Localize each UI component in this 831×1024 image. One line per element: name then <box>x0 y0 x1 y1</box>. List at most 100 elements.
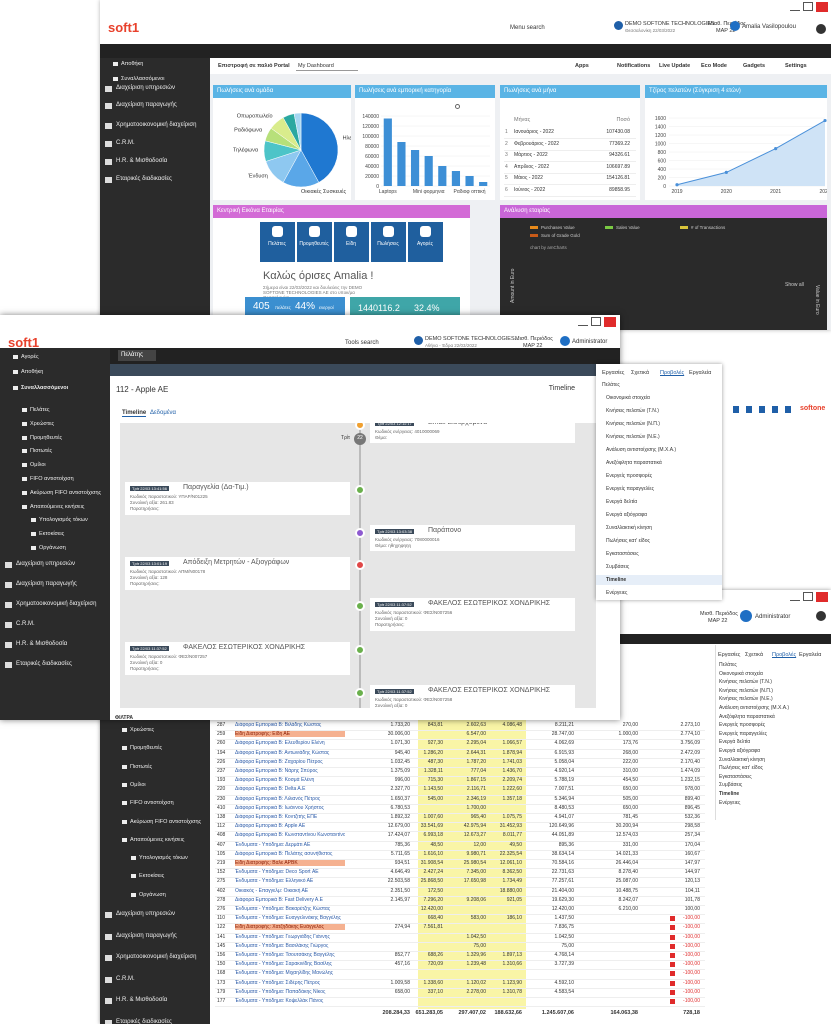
menu-item[interactable]: C.R.M. <box>116 140 135 146</box>
toolbar-link[interactable]: Settings <box>785 63 807 69</box>
menu-item[interactable]: Συναλλασσόμενοι <box>21 385 69 391</box>
menu-item[interactable]: C.R.M. <box>16 621 35 627</box>
panel-tab[interactable]: Προβολές <box>772 652 797 658</box>
menu-item[interactable]: Χρηματοοικονομική διαχείριση <box>16 601 97 607</box>
menu-item[interactable]: H.R. & Μισθοδοσία <box>116 997 168 1003</box>
menu-item[interactable]: Χρηματοοικονομική διαχείριση <box>116 954 197 960</box>
panel-item[interactable]: Κινήσεις πελατών (T.N.) <box>606 408 659 414</box>
panel-item[interactable]: Ενεργά δελτία <box>606 499 638 505</box>
panel-item[interactable]: Συμβάσεις <box>606 564 630 570</box>
panel-tab[interactable]: Προβολές <box>660 370 685 376</box>
menu-item[interactable]: FIFO αντιστοίχιση <box>130 800 174 807</box>
panel-item[interactable]: Οικονομικά στοιχεία <box>719 670 763 677</box>
panel-tab[interactable]: Εργασίες <box>602 370 625 376</box>
event-card[interactable]: Τρίτ 22/03 13:01:19 Απόδειξη Μετρητών - Α… <box>125 557 350 590</box>
menu-item[interactable]: C.R.M. <box>116 975 135 982</box>
toolbar-link[interactable]: Eco Mode <box>701 63 727 69</box>
panel-item[interactable]: Timeline <box>606 577 627 583</box>
menu-item[interactable]: H.R. & Μισθοδοσία <box>116 158 168 164</box>
panel-item[interactable]: Ανάλυση αντιστοίχισης (M.X.A.) <box>719 705 790 711</box>
panel-item[interactable]: Ενεργά δελτία <box>719 739 751 746</box>
dashboard-select[interactable] <box>296 60 358 71</box>
minimize-button[interactable] <box>578 317 588 326</box>
menu-item[interactable]: Συναλλασσόμενοι <box>121 76 165 82</box>
panel-item[interactable]: Ενεργείς προσφορές <box>606 473 653 479</box>
menu-item[interactable]: Εταιρικές διαδικασίες <box>16 661 72 667</box>
menu-item[interactable]: Αποθήκη <box>21 369 44 375</box>
menu-item[interactable]: Προμηθευτές <box>130 745 163 752</box>
maximize-button[interactable] <box>803 2 813 11</box>
panel-item[interactable]: Ανεξόφλητα παραστατικά <box>606 460 662 466</box>
panel-item[interactable]: Ενεργείς προσφορές <box>719 722 766 729</box>
view-tab[interactable]: Timeline <box>122 410 147 417</box>
close-button[interactable] <box>604 317 616 327</box>
menu-item[interactable]: Προμηθευτές <box>30 434 63 441</box>
event-card[interactable]: Τρίτ 22/03 13:41:56 Παραγγελία (Δα-Τιμ.) Κ… <box>125 482 350 515</box>
panel-item[interactable]: Ενεργά αξιόγραφα <box>719 748 761 754</box>
panel-item[interactable]: Εγκαταστάσεις <box>606 551 639 557</box>
menu-item[interactable]: Πελάτες <box>30 407 50 413</box>
menu-item[interactable]: Απαιτούμενες κινήσεις <box>30 503 85 510</box>
menu-item[interactable]: Ακύρωση FIFO αντιστοίχισης <box>30 489 102 496</box>
menu-item[interactable]: Διαχείριση παραγωγής <box>16 581 77 587</box>
panel-item[interactable]: Ανάλυση αντιστοίχισης (M.X.A.) <box>606 447 677 453</box>
portal-link[interactable]: Επιστροφή σε παλιό Portal <box>218 63 290 69</box>
menu-item[interactable]: Εκτοκίσεις <box>39 530 65 537</box>
panel-tab[interactable]: Εργαλεία <box>689 370 712 376</box>
menu-item[interactable]: Αποθήκη <box>121 61 144 67</box>
panel-item[interactable]: Ανεξόφλητα παραστατικά <box>719 713 775 720</box>
toolbar-link[interactable]: Live Update <box>659 63 691 69</box>
panel-item[interactable]: Κινήσεις πελατών (N.E.) <box>719 696 773 703</box>
panel-item[interactable]: Timeline <box>719 791 740 797</box>
menu-item[interactable]: Εταιρικές διαδικασίες <box>116 1018 172 1024</box>
menu-item[interactable]: Χρηματοοικονομική διαχείριση <box>116 122 197 128</box>
search-icon[interactable] <box>455 104 460 109</box>
panel-item[interactable]: Ενεργείς παραγγελίες <box>719 730 768 737</box>
menu-item[interactable]: Οργάνωση <box>139 891 166 898</box>
menu-item[interactable]: Οργάνωση <box>39 544 66 551</box>
close-button[interactable] <box>816 592 828 602</box>
panel-item[interactable]: Πελάτες <box>602 382 620 388</box>
search[interactable]: Tools search <box>345 340 379 346</box>
panel-item[interactable]: Πωλήσεις κατ' είδος <box>606 538 650 544</box>
panel-item[interactable]: Ενεργείς παραγγελίες <box>606 486 655 492</box>
panel-item[interactable]: Εγκαταστάσεις <box>719 773 752 780</box>
event-card[interactable]: Τρίτ 22/03 11:37:52 ΦΑΚΕΛΟΣ ΕΣΩΤΕΡΙΚΟΣ ΧΟ… <box>370 685 575 708</box>
panel-tab[interactable]: Σχετικά <box>745 652 763 658</box>
menu-item[interactable]: Ομίλοι <box>130 781 146 788</box>
minimize-button[interactable] <box>790 2 800 11</box>
menu-item[interactable]: Διαχείριση παραγωγής <box>116 932 177 939</box>
panel-item[interactable]: Κινήσεις πελατών (T.N.) <box>719 679 772 686</box>
menu-item[interactable]: Εταιρικές διαδικασίες <box>116 176 172 182</box>
menu-item[interactable]: Χρεώστες <box>130 727 155 733</box>
event-card[interactable]: Τρίτ 22/03 11:37:52 ΦΑΚΕΛΟΣ ΕΣΩΤΕΡΙΚΟΣ ΧΟ… <box>125 642 350 675</box>
panel-item[interactable]: Συναλλακτική κίνηση <box>719 756 766 763</box>
menu-item[interactable]: Εκτοκίσεις <box>139 873 165 880</box>
search[interactable]: Menu search <box>510 25 545 31</box>
panel-item[interactable]: Κινήσεις πελατών (N.E.) <box>606 434 660 440</box>
panel-tab[interactable]: Σχετικά <box>631 370 649 376</box>
show-all[interactable]: Show all <box>785 282 804 288</box>
panel-item[interactable]: Ενέργειες <box>719 799 741 806</box>
menu-item[interactable]: Διαχείριση υπηρεσιών <box>16 561 75 567</box>
panel-item[interactable]: Κινήσεις πελατών (N.Π.) <box>719 687 773 694</box>
menu-item[interactable]: Διαχείριση υπηρεσιών <box>116 911 175 917</box>
maximize-button[interactable] <box>591 317 601 326</box>
menu-item[interactable]: FIFO αντιστοίχιση <box>30 476 74 482</box>
help-icon[interactable] <box>816 611 826 621</box>
maximize-button[interactable] <box>803 592 813 601</box>
menu-item[interactable]: Διαχείριση υπηρεσιών <box>116 85 175 91</box>
event-card[interactable]: Τρίτ 22/03 11:37:52 ΦΑΚΕΛΟΣ ΕΣΩΤΕΡΙΚΟΣ ΧΟ… <box>370 598 575 631</box>
toolbar-link[interactable]: Apps <box>575 63 589 69</box>
minimize-button[interactable] <box>790 592 800 601</box>
event-card[interactable]: Τρίτ 22/03 12:11:17 Email Εισερχόμενα Κωδι… <box>370 423 575 443</box>
panel-item[interactable]: Πελάτες <box>719 662 737 668</box>
user[interactable]: Administrator <box>755 614 791 620</box>
menu-item[interactable]: Υπολογισμός τόκων <box>139 855 188 862</box>
menu-item[interactable]: Πιστωτές <box>130 763 153 770</box>
panel-item[interactable]: Οικονομικά στοιχεία <box>606 395 650 401</box>
view-tab[interactable]: Δεδομένα <box>150 410 176 416</box>
menu-item[interactable]: H.R. & Μισθοδοσία <box>16 641 68 647</box>
panel-tab[interactable]: Εργασίες <box>718 652 741 658</box>
panel-item[interactable]: Ενεργά αξιόγραφα <box>606 512 648 518</box>
